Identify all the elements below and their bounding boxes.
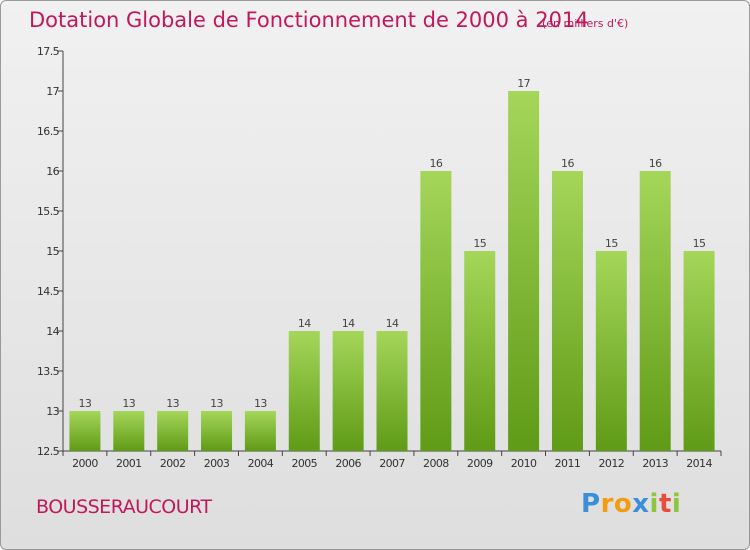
data-label: 14	[342, 317, 355, 330]
x-tick-label: 2011	[555, 457, 581, 470]
x-tick-label: 2010	[511, 457, 537, 470]
bar	[420, 171, 452, 451]
y-tick-label: 15.5	[37, 205, 60, 218]
bar	[464, 251, 496, 451]
y-tick-label: 17.5	[37, 45, 60, 58]
data-label: 15	[605, 237, 618, 250]
bar	[551, 171, 583, 451]
x-tick-label: 2002	[160, 457, 186, 470]
commune-name: BOUSSERAUCOURT	[36, 496, 212, 518]
bar	[639, 171, 671, 451]
y-tick-label: 16.5	[37, 125, 60, 138]
logo-letter: i	[649, 489, 659, 519]
x-tick-label: 2014	[686, 457, 712, 470]
y-tick-label: 13	[46, 405, 59, 418]
data-label: 14	[386, 317, 399, 330]
bar	[201, 411, 233, 451]
x-tick-label: 2013	[642, 457, 668, 470]
x-tick-label: 2006	[335, 457, 361, 470]
logo-letter: r	[600, 489, 614, 519]
data-label: 13	[210, 397, 223, 410]
y-tick-label: 14	[46, 325, 59, 338]
bar	[244, 411, 276, 451]
logo-letter: o	[613, 489, 633, 519]
bar	[332, 331, 364, 451]
bar	[595, 251, 627, 451]
x-tick-label: 2005	[291, 457, 317, 470]
data-label: 13	[254, 397, 267, 410]
x-tick-label: 2001	[116, 457, 142, 470]
x-tick-label: 2007	[379, 457, 405, 470]
data-label: 13	[166, 397, 179, 410]
y-tick-label: 15	[46, 245, 59, 258]
bar	[113, 411, 145, 451]
data-label: 15	[473, 237, 486, 250]
logo-letter: P	[581, 489, 601, 519]
x-tick-label: 2000	[72, 457, 98, 470]
chart-title: Dotation Globale de Fonctionnement de 20…	[29, 8, 589, 32]
data-labels: 13 13 13 13 13 14 14 14 16 15 17 16 15 16 15	[79, 77, 707, 410]
y-tick-label: 17	[46, 85, 59, 98]
x-tick-label: 2003	[204, 457, 230, 470]
y-tick-label: 14.5	[37, 285, 60, 298]
logo-letter: t	[658, 489, 672, 519]
y-axis: 12.5 13 13.5 14 14.5 15 15.5 16 16.5 17 17.5	[37, 45, 64, 458]
y-tick-label: 12.5	[37, 445, 60, 458]
x-tick-label: 2004	[248, 457, 274, 470]
bar	[376, 331, 408, 451]
data-label: 16	[429, 157, 442, 170]
x-tick-label: 2008	[423, 457, 449, 470]
bar	[157, 411, 189, 451]
x-tick-label: 2009	[467, 457, 493, 470]
x-tick-label: 2012	[599, 457, 625, 470]
data-label: 16	[649, 157, 662, 170]
data-label: 16	[561, 157, 574, 170]
chart-subtitle: (en milliers d'€)	[542, 17, 629, 30]
proxiti-logo[interactable]: Proxiti	[581, 489, 681, 519]
bar	[288, 331, 320, 451]
data-label: 14	[298, 317, 311, 330]
logo-letter: x	[632, 489, 650, 519]
logo-letter: i	[671, 489, 682, 519]
y-tick-label: 13.5	[37, 365, 60, 378]
bar	[683, 251, 715, 451]
bar	[508, 91, 540, 451]
x-axis: 2000 2001 2002 2003 2004 2005 2006 2007 2008 2009…	[62, 450, 722, 470]
data-label: 13	[122, 397, 135, 410]
data-label: 15	[693, 237, 706, 250]
bars	[69, 91, 715, 451]
bar	[69, 411, 101, 451]
y-tick-label: 16	[46, 165, 59, 178]
data-label: 13	[79, 397, 92, 410]
data-label: 17	[517, 77, 530, 90]
